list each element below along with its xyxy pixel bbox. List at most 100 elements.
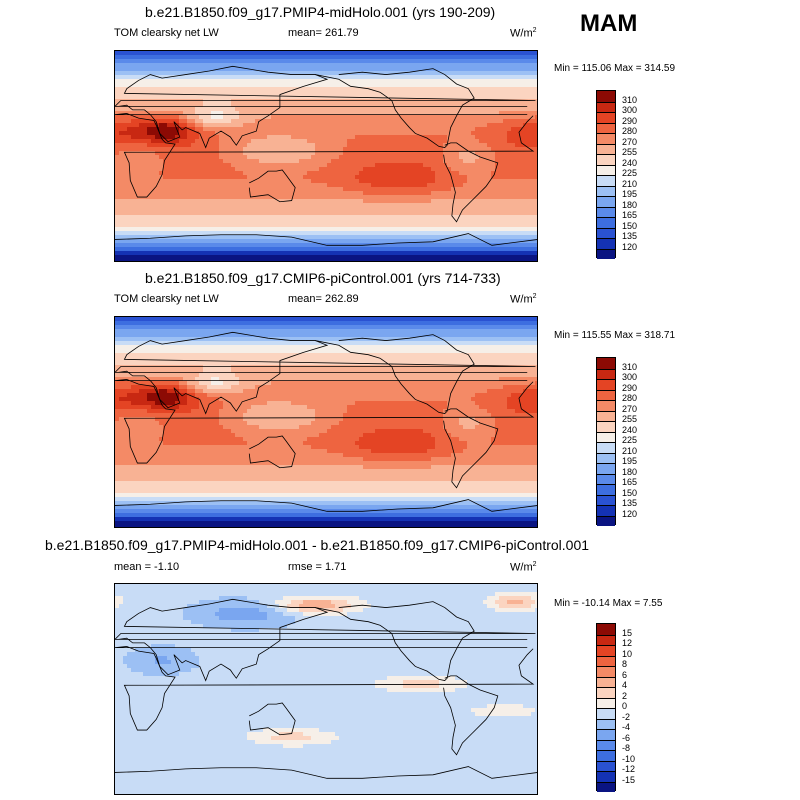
panel-1-variable-label: TOM clearsky net LW: [114, 27, 219, 39]
colorbar-tick-label: -10: [622, 753, 636, 764]
coastline: [115, 233, 537, 246]
panel-3-title: b.e21.B1850.f09_g17.PMIP4-midHolo.001 - …: [45, 537, 590, 553]
colorbar-box: [597, 431, 615, 442]
colorbar-tick-label: 300: [622, 105, 638, 115]
colorbar-tick-label: 120: [622, 241, 638, 252]
coastline: [248, 169, 296, 203]
colorbar-box: [597, 368, 615, 379]
coastline: [248, 702, 296, 736]
panel-3-rmse-label: rmse = 1.71: [288, 561, 347, 573]
colorbar-tick-label: -15: [622, 774, 636, 785]
colorbar-box: [597, 101, 615, 112]
panel-1-colorbar: [596, 90, 616, 259]
panel-3-minmax: Min = -10.14 Max = 7.55: [554, 598, 663, 609]
colorbar-tick-label: 8: [622, 659, 628, 669]
colorbar-tick-label: 280: [622, 393, 638, 403]
coastline: [443, 408, 499, 489]
colorbar-tick-label: 210: [622, 178, 638, 189]
colorbar-box: [597, 687, 615, 698]
colorbar-box: [597, 154, 615, 165]
colorbar-tick-label: 15: [622, 627, 633, 638]
colorbar-tick-label: -6: [622, 732, 631, 743]
colorbar-box: [597, 624, 615, 635]
colorbar-box: [597, 676, 615, 687]
colorbar-box: [597, 358, 615, 369]
colorbar-tick-label: 2: [622, 690, 628, 701]
colorbar-tick-label: 270: [622, 136, 638, 147]
colorbar-tick-label: -4: [622, 722, 631, 732]
coastline: [115, 379, 535, 464]
colorbar-box: [597, 645, 615, 656]
colorbar-box: [597, 515, 615, 526]
colorbar-tick-label: 210: [622, 445, 638, 456]
colorbar-box: [597, 718, 615, 729]
coastline: [115, 113, 535, 198]
colorbar-tick-label: -8: [622, 743, 631, 753]
colorbar-tick-label: 310: [622, 361, 638, 372]
colorbar-tick-label: 225: [622, 168, 638, 178]
panel-3-colorbar: [596, 623, 616, 792]
colorbar-tick-label: 195: [622, 189, 638, 199]
colorbar-tick-label: 290: [622, 382, 638, 393]
colorbar-tick-label: 300: [622, 372, 638, 382]
colorbar-box: [597, 217, 615, 228]
colorbar-tick-label: 150: [622, 487, 638, 498]
colorbar-tick-label: 165: [622, 477, 638, 487]
coastline: [443, 675, 499, 756]
colorbar-tick-label: 290: [622, 115, 638, 126]
colorbar-box: [597, 655, 615, 666]
colorbar-box: [597, 505, 615, 516]
panel-2-title: b.e21.B1850.f09_g17.CMIP6-piControl.001 …: [145, 270, 501, 286]
panel-2-mean-label: mean= 262.89: [288, 293, 359, 305]
colorbar-tick-label: 310: [622, 94, 638, 105]
colorbar-tick-label: 12: [622, 638, 633, 648]
colorbar-box: [597, 421, 615, 432]
colorbar-box: [597, 771, 615, 782]
colorbar-box: [597, 760, 615, 771]
colorbar-tick-label: 135: [622, 231, 638, 241]
colorbar-box: [597, 389, 615, 400]
colorbar-tick-label: 150: [622, 220, 638, 231]
panel-1-mean-label: mean= 261.79: [288, 27, 359, 39]
panel-2-units: W/m2: [510, 293, 537, 306]
colorbar-box: [597, 175, 615, 186]
panel-1-minmax: Min = 115.06 Max = 314.59: [554, 63, 676, 74]
colorbar-tick-label: 180: [622, 199, 638, 210]
colorbar-tick-label: 6: [622, 669, 628, 680]
colorbar-box: [597, 227, 615, 238]
coastline: [115, 598, 536, 682]
colorbar-box: [597, 494, 615, 505]
colorbar-tick-label: 240: [622, 157, 638, 168]
colorbar-box: [597, 452, 615, 463]
colorbar-box: [597, 666, 615, 677]
colorbar-box: [597, 750, 615, 761]
coastline: [443, 142, 499, 223]
colorbar-tick-label: 225: [622, 435, 638, 445]
colorbar-tick-label: 255: [622, 414, 638, 424]
colorbar-tick-label: 0: [622, 701, 628, 711]
season-label: MAM: [580, 10, 638, 37]
colorbar-box: [597, 400, 615, 411]
colorbar-tick-label: 4: [622, 680, 628, 690]
coastline: [115, 766, 537, 779]
colorbar-box: [597, 708, 615, 719]
coastline: [115, 65, 536, 149]
coastline: [115, 646, 535, 731]
colorbar-box: [597, 238, 615, 249]
colorbar-box: [597, 473, 615, 484]
colorbar-box: [597, 206, 615, 217]
coastline: [315, 334, 475, 415]
colorbar-box: [597, 185, 615, 196]
colorbar-tick-label: 10: [622, 648, 633, 659]
coastline: [115, 331, 536, 415]
panel-2-map: [114, 316, 538, 528]
colorbar-box: [597, 379, 615, 390]
colorbar-box: [597, 133, 615, 144]
coastline: [315, 68, 475, 149]
colorbar-box: [597, 410, 615, 421]
panel-3-units: W/m2: [510, 561, 537, 574]
panel-1-units: W/m2: [510, 27, 537, 40]
colorbar-box: [597, 164, 615, 175]
colorbar-box: [597, 739, 615, 750]
colorbar-tick-label: 255: [622, 147, 638, 157]
